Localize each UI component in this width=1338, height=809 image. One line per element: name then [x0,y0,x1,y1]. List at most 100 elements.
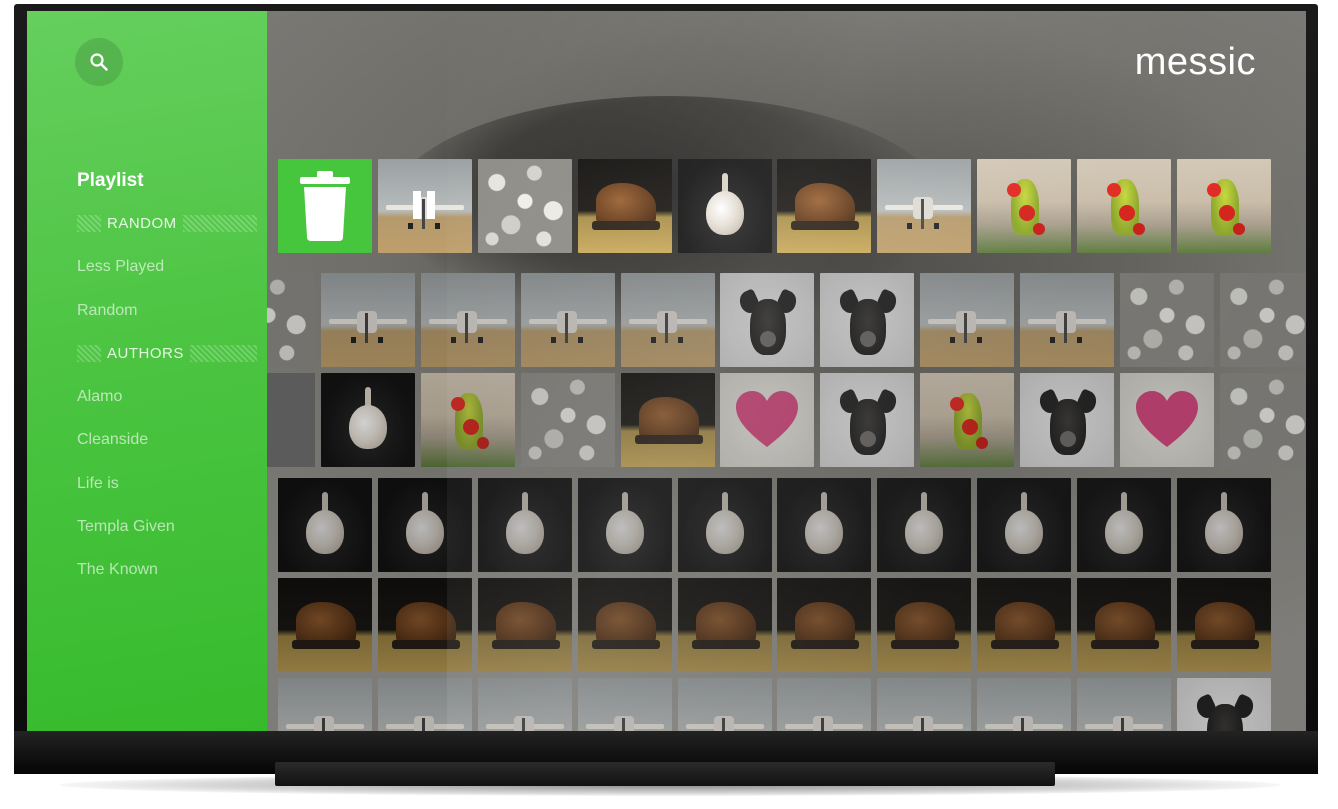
search-button[interactable] [75,38,123,86]
album-tile[interactable] [1120,273,1215,367]
album-tile[interactable] [420,373,515,467]
red-heart [976,437,989,449]
album-tile[interactable] [577,678,672,731]
album-tile[interactable] [920,273,1015,367]
sidebar-item-alamo[interactable]: Alamo [77,388,123,406]
album-tile[interactable] [977,678,1072,731]
album-tile[interactable] [1219,373,1306,467]
album-tile[interactable] [267,373,315,467]
album-tile[interactable] [977,578,1072,672]
album-tile[interactable] [877,678,972,731]
album-tile[interactable] [677,478,772,572]
album-tile[interactable] [320,273,415,367]
plane-wing [585,724,664,729]
garlic-bulb [505,510,544,554]
album-tile[interactable] [1020,273,1115,367]
plane-wing [428,319,507,324]
sidebar-item-templa-given[interactable]: Templa Given [77,518,175,536]
album-tile[interactable] [278,678,372,731]
boot-sole [591,640,660,649]
album-tile[interactable] [1177,678,1272,731]
boot-shape [1195,602,1256,646]
plane-wheels [450,337,483,343]
album-tile[interactable] [1020,373,1115,467]
boot-shape [695,602,756,646]
album-tile[interactable] [577,578,672,672]
album-tile[interactable] [1077,578,1172,672]
plane-propeller [464,313,468,343]
sidebar-header-label: AUTHORS [107,345,184,363]
album-tile[interactable] [877,478,972,572]
boot-shape [795,602,856,646]
header-decoration [189,345,257,363]
album-tile[interactable] [477,678,572,731]
album-tile[interactable] [278,478,372,572]
boot-shape [638,397,699,441]
sidebar-item-the-known[interactable]: The Known [77,561,158,579]
album-tile[interactable] [877,159,972,253]
album-tile[interactable] [820,373,915,467]
album-tile[interactable] [677,159,772,253]
plane-body [656,311,677,333]
album-tile[interactable] [377,678,472,731]
album-tile[interactable] [278,578,372,672]
album-tile[interactable] [577,159,672,253]
tv-stand [275,762,1055,786]
sidebar-item-random[interactable]: Random [77,301,138,319]
album-tile[interactable] [577,478,672,572]
album-tile[interactable] [1077,678,1172,731]
album-tile[interactable] [1077,478,1172,572]
album-tile[interactable] [820,273,915,367]
album-tile[interactable] [777,578,872,672]
frog-figure [954,393,983,449]
album-tile[interactable] [1177,159,1272,253]
album-tile[interactable] [477,478,572,572]
album-tile[interactable] [677,678,772,731]
album-tile[interactable] [977,478,1072,572]
album-tile[interactable] [1077,159,1172,253]
album-tile[interactable] [477,159,572,253]
dog-ear [1193,693,1219,721]
plane-propeller [521,718,525,731]
dog-head [1050,399,1087,455]
album-tile[interactable] [677,578,772,672]
sidebar-item-playlist[interactable]: Playlist [77,169,144,191]
album-tile[interactable] [720,273,815,367]
boot-shape [895,602,956,646]
album-tile[interactable] [1120,373,1215,467]
album-tile[interactable] [477,578,572,672]
album-tile[interactable] [777,478,872,572]
album-tile[interactable] [267,273,315,367]
album-tile[interactable] [620,373,715,467]
plane-body [314,716,334,731]
album-tile[interactable] [1219,273,1306,367]
album-tile[interactable] [377,578,472,672]
album-tile[interactable] [620,273,715,367]
delete-tile[interactable] [278,159,372,253]
album-tile[interactable] [520,273,615,367]
album-tile[interactable] [977,159,1072,253]
dog-ear [774,288,801,316]
red-heart [462,419,479,435]
album-tile[interactable] [777,159,872,253]
frog-figure [454,393,483,449]
sidebar-item-life-is[interactable]: Life is [77,474,119,492]
album-tile[interactable] [1177,478,1272,572]
album-tile[interactable] [320,373,415,467]
plane-wing [528,319,607,324]
album-tile[interactable] [777,678,872,731]
dog-head [750,299,787,355]
pause-icon[interactable] [412,191,437,219]
album-tile[interactable] [877,578,972,672]
boot-sole [891,640,960,649]
album-tile[interactable] [377,159,472,253]
album-tile[interactable] [377,478,472,572]
sidebar-item-less-played[interactable]: Less Played [77,258,165,276]
album-tile[interactable] [920,373,1015,467]
sidebar-item-cleanside[interactable]: Cleanside [77,431,149,449]
album-tile[interactable] [420,273,515,367]
plane-propeller [664,313,668,343]
album-tile[interactable] [1177,578,1272,672]
album-tile[interactable] [520,373,615,467]
album-tile[interactable] [720,373,815,467]
